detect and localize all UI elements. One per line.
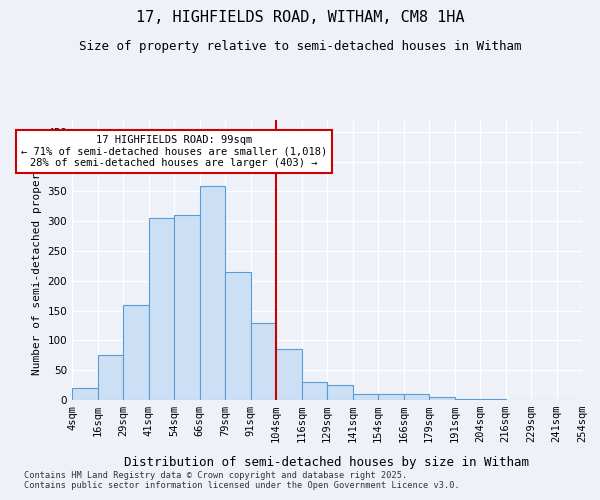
Bar (429, 397, 455, 400)
X-axis label: Distribution of semi-detached houses by size in Witham: Distribution of semi-detached houses by … (125, 456, 530, 469)
Bar (123, 304, 149, 400)
Bar (199, 186, 225, 400)
Text: 17 HIGHFIELDS ROAD: 99sqm
← 71% of semi-detached houses are smaller (1,018)
28% : 17 HIGHFIELDS ROAD: 99sqm ← 71% of semi-… (21, 135, 327, 168)
Bar (378, 394, 404, 400)
Bar (404, 394, 429, 400)
Bar (225, 272, 251, 400)
Bar (455, 399, 480, 400)
Text: Size of property relative to semi-detached houses in Witham: Size of property relative to semi-detach… (79, 40, 521, 53)
Text: Contains HM Land Registry data © Crown copyright and database right 2025.
Contai: Contains HM Land Registry data © Crown c… (24, 470, 460, 490)
Text: 17, HIGHFIELDS ROAD, WITHAM, CM8 1HA: 17, HIGHFIELDS ROAD, WITHAM, CM8 1HA (136, 10, 464, 25)
Bar (327, 385, 353, 400)
Bar (149, 218, 174, 400)
Bar (353, 394, 378, 400)
Y-axis label: Number of semi-detached properties: Number of semi-detached properties (32, 145, 42, 375)
Bar (97, 356, 123, 400)
Bar (276, 350, 302, 400)
Bar (302, 382, 327, 400)
Bar (251, 322, 276, 400)
Bar (480, 399, 505, 400)
Bar (174, 216, 199, 400)
Bar (72, 388, 97, 400)
